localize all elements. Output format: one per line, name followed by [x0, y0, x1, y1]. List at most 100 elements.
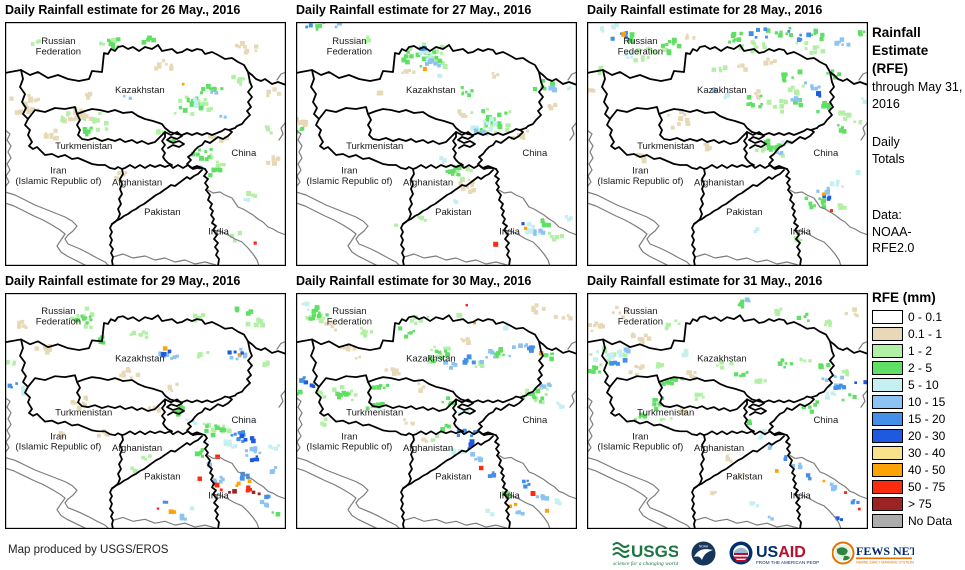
country-label: Iran (Islamic Republic of) — [306, 431, 392, 451]
secondary-borders — [296, 340, 577, 529]
country-label: Pakistan — [435, 472, 471, 482]
country-label: Russian Federation — [36, 306, 81, 326]
legend-label: 0 - 0.1 — [908, 309, 943, 324]
svg-text:NOAA: NOAA — [699, 545, 709, 549]
rain-cells — [296, 301, 573, 517]
panel-title-2: Daily Rainfall estimate for 27 May., 201… — [296, 3, 532, 17]
usaid-logo-icon: USAID FROM THE AMERICAN PEOPLE — [729, 541, 819, 565]
country-label: China — [231, 415, 257, 425]
legend-label: 1 - 2 — [908, 343, 933, 358]
fews-net-logo-icon: FEWS NET FAMINE EARLY WARNING SYSTEMS NE… — [832, 541, 914, 565]
country-label: India — [208, 226, 229, 237]
country-label: Iran (Islamic Republic of) — [15, 431, 101, 451]
rainfall-map-6: Russian Federation Kazakhstan Turkmenistan C… — [587, 293, 868, 529]
country-labels: Russian Federation Kazakhstan Turkmenistan C… — [597, 306, 839, 500]
sidebar-through-text: through May 31, 2016 — [872, 80, 963, 111]
country-label: Turkmenistan — [637, 141, 694, 152]
country-label: Kazakhstan — [697, 354, 747, 364]
country-label: China — [522, 415, 548, 425]
legend-swatch — [872, 394, 903, 409]
country-borders — [296, 44, 577, 266]
svg-text:FEWS NET: FEWS NET — [856, 544, 914, 558]
country-label: Kazakhstan — [115, 354, 165, 364]
country-labels: Russian Federation Kazakhstan Turkmenistan C… — [597, 36, 839, 237]
map-frame — [296, 22, 577, 266]
legend-swatch — [872, 479, 903, 494]
legend-row: 1 - 2 — [872, 343, 964, 358]
legend-label: 50 - 75 — [908, 479, 946, 494]
map-frame — [296, 293, 577, 529]
sidebar-data-source: Data: NOAA-RFE2.0 — [872, 208, 915, 256]
country-label: India — [790, 490, 811, 500]
country-label: China — [813, 148, 839, 159]
sidebar-subtitle: Daily Totals — [872, 135, 905, 166]
legend-row: 30 - 40 — [872, 445, 964, 460]
country-label: Afghanistan — [112, 443, 162, 453]
country-label: Kazakhstan — [115, 85, 165, 96]
legend-swatch — [872, 309, 903, 324]
country-label: Pakistan — [726, 207, 762, 218]
legend-row: 2 - 5 — [872, 360, 964, 375]
country-label: Turkmenistan — [637, 408, 694, 418]
noaa-logo-icon: NOAA — [691, 541, 716, 566]
country-label: Turkmenistan — [346, 141, 403, 152]
usgs-logo-icon: USGS science for a changing world — [612, 542, 678, 567]
country-label: Afghanistan — [403, 177, 453, 188]
map-frame — [587, 22, 868, 266]
country-label: Kazakhstan — [697, 85, 747, 96]
secondary-borders — [587, 340, 868, 529]
country-label: China — [522, 148, 548, 159]
panel-title-1: Daily Rainfall estimate for 26 May., 201… — [5, 3, 241, 17]
country-label: Russian Federation — [618, 306, 663, 326]
rain-cells — [9, 35, 281, 245]
legend-swatch — [872, 343, 903, 358]
legend-row: > 75 — [872, 496, 964, 511]
footer-logos: USGS science for a changing world NOAA U… — [612, 540, 914, 567]
country-label: Turkmenistan — [55, 141, 112, 152]
panel-title-6: Daily Rainfall estimate for 31 May., 201… — [587, 274, 823, 288]
legend-row: 5 - 10 — [872, 377, 964, 392]
legend-items: 0 - 0.1 0.1 - 1 1 - 2 2 - 5 5 - 10 10 - 15 15 … — [872, 309, 964, 528]
svg-text:USGS: USGS — [631, 542, 678, 561]
legend-row: 15 - 20 — [872, 411, 964, 426]
legend-swatch — [872, 462, 903, 477]
country-label: India — [499, 490, 520, 500]
country-label: Pakistan — [726, 472, 762, 482]
legend-label: 5 - 10 — [908, 377, 939, 392]
country-borders — [587, 314, 868, 529]
country-label: China — [813, 415, 839, 425]
country-label: Afghanistan — [112, 177, 162, 188]
country-label: China — [231, 148, 257, 159]
secondary-borders — [5, 71, 286, 266]
country-label: Russian Federation — [36, 36, 81, 58]
svg-text:FAMINE EARLY WARNING SYSTEMS N: FAMINE EARLY WARNING SYSTEMS NETWORK — [856, 561, 914, 565]
rainfall-map-2: Russian Federation Kazakhstan Turkmenistan C… — [296, 22, 577, 266]
legend-label: > 75 — [908, 496, 932, 511]
map-frame — [5, 22, 286, 266]
legend-row: 0 - 0.1 — [872, 309, 964, 324]
country-label: India — [499, 226, 520, 237]
legend-label: 20 - 30 — [908, 428, 946, 443]
country-borders — [5, 44, 286, 266]
footer: Map produced by USGS/EROS USGS science f… — [0, 538, 965, 570]
country-label: Kazakhstan — [406, 354, 456, 364]
country-label: India — [790, 226, 811, 237]
country-label: India — [208, 490, 229, 500]
legend-label: 15 - 20 — [908, 411, 946, 426]
country-label: Turkmenistan — [55, 408, 112, 418]
sidebar: Rainfall Estimate (RFE) through May 31, … — [872, 24, 964, 528]
country-label: Afghanistan — [694, 443, 744, 453]
legend-label: 30 - 40 — [908, 445, 946, 460]
rainfall-map-4: Russian Federation Kazakhstan Turkmenistan C… — [5, 293, 286, 529]
country-label: Pakistan — [435, 207, 471, 218]
country-label: Afghanistan — [694, 177, 744, 188]
country-label: Russian Federation — [327, 36, 372, 58]
legend-swatch — [872, 326, 903, 341]
legend-row: 0.1 - 1 — [872, 326, 964, 341]
country-label: Russian Federation — [618, 36, 663, 58]
legend-swatch — [872, 496, 903, 511]
country-borders — [296, 314, 577, 529]
secondary-borders — [296, 71, 577, 266]
legend-row: 40 - 50 — [872, 462, 964, 477]
